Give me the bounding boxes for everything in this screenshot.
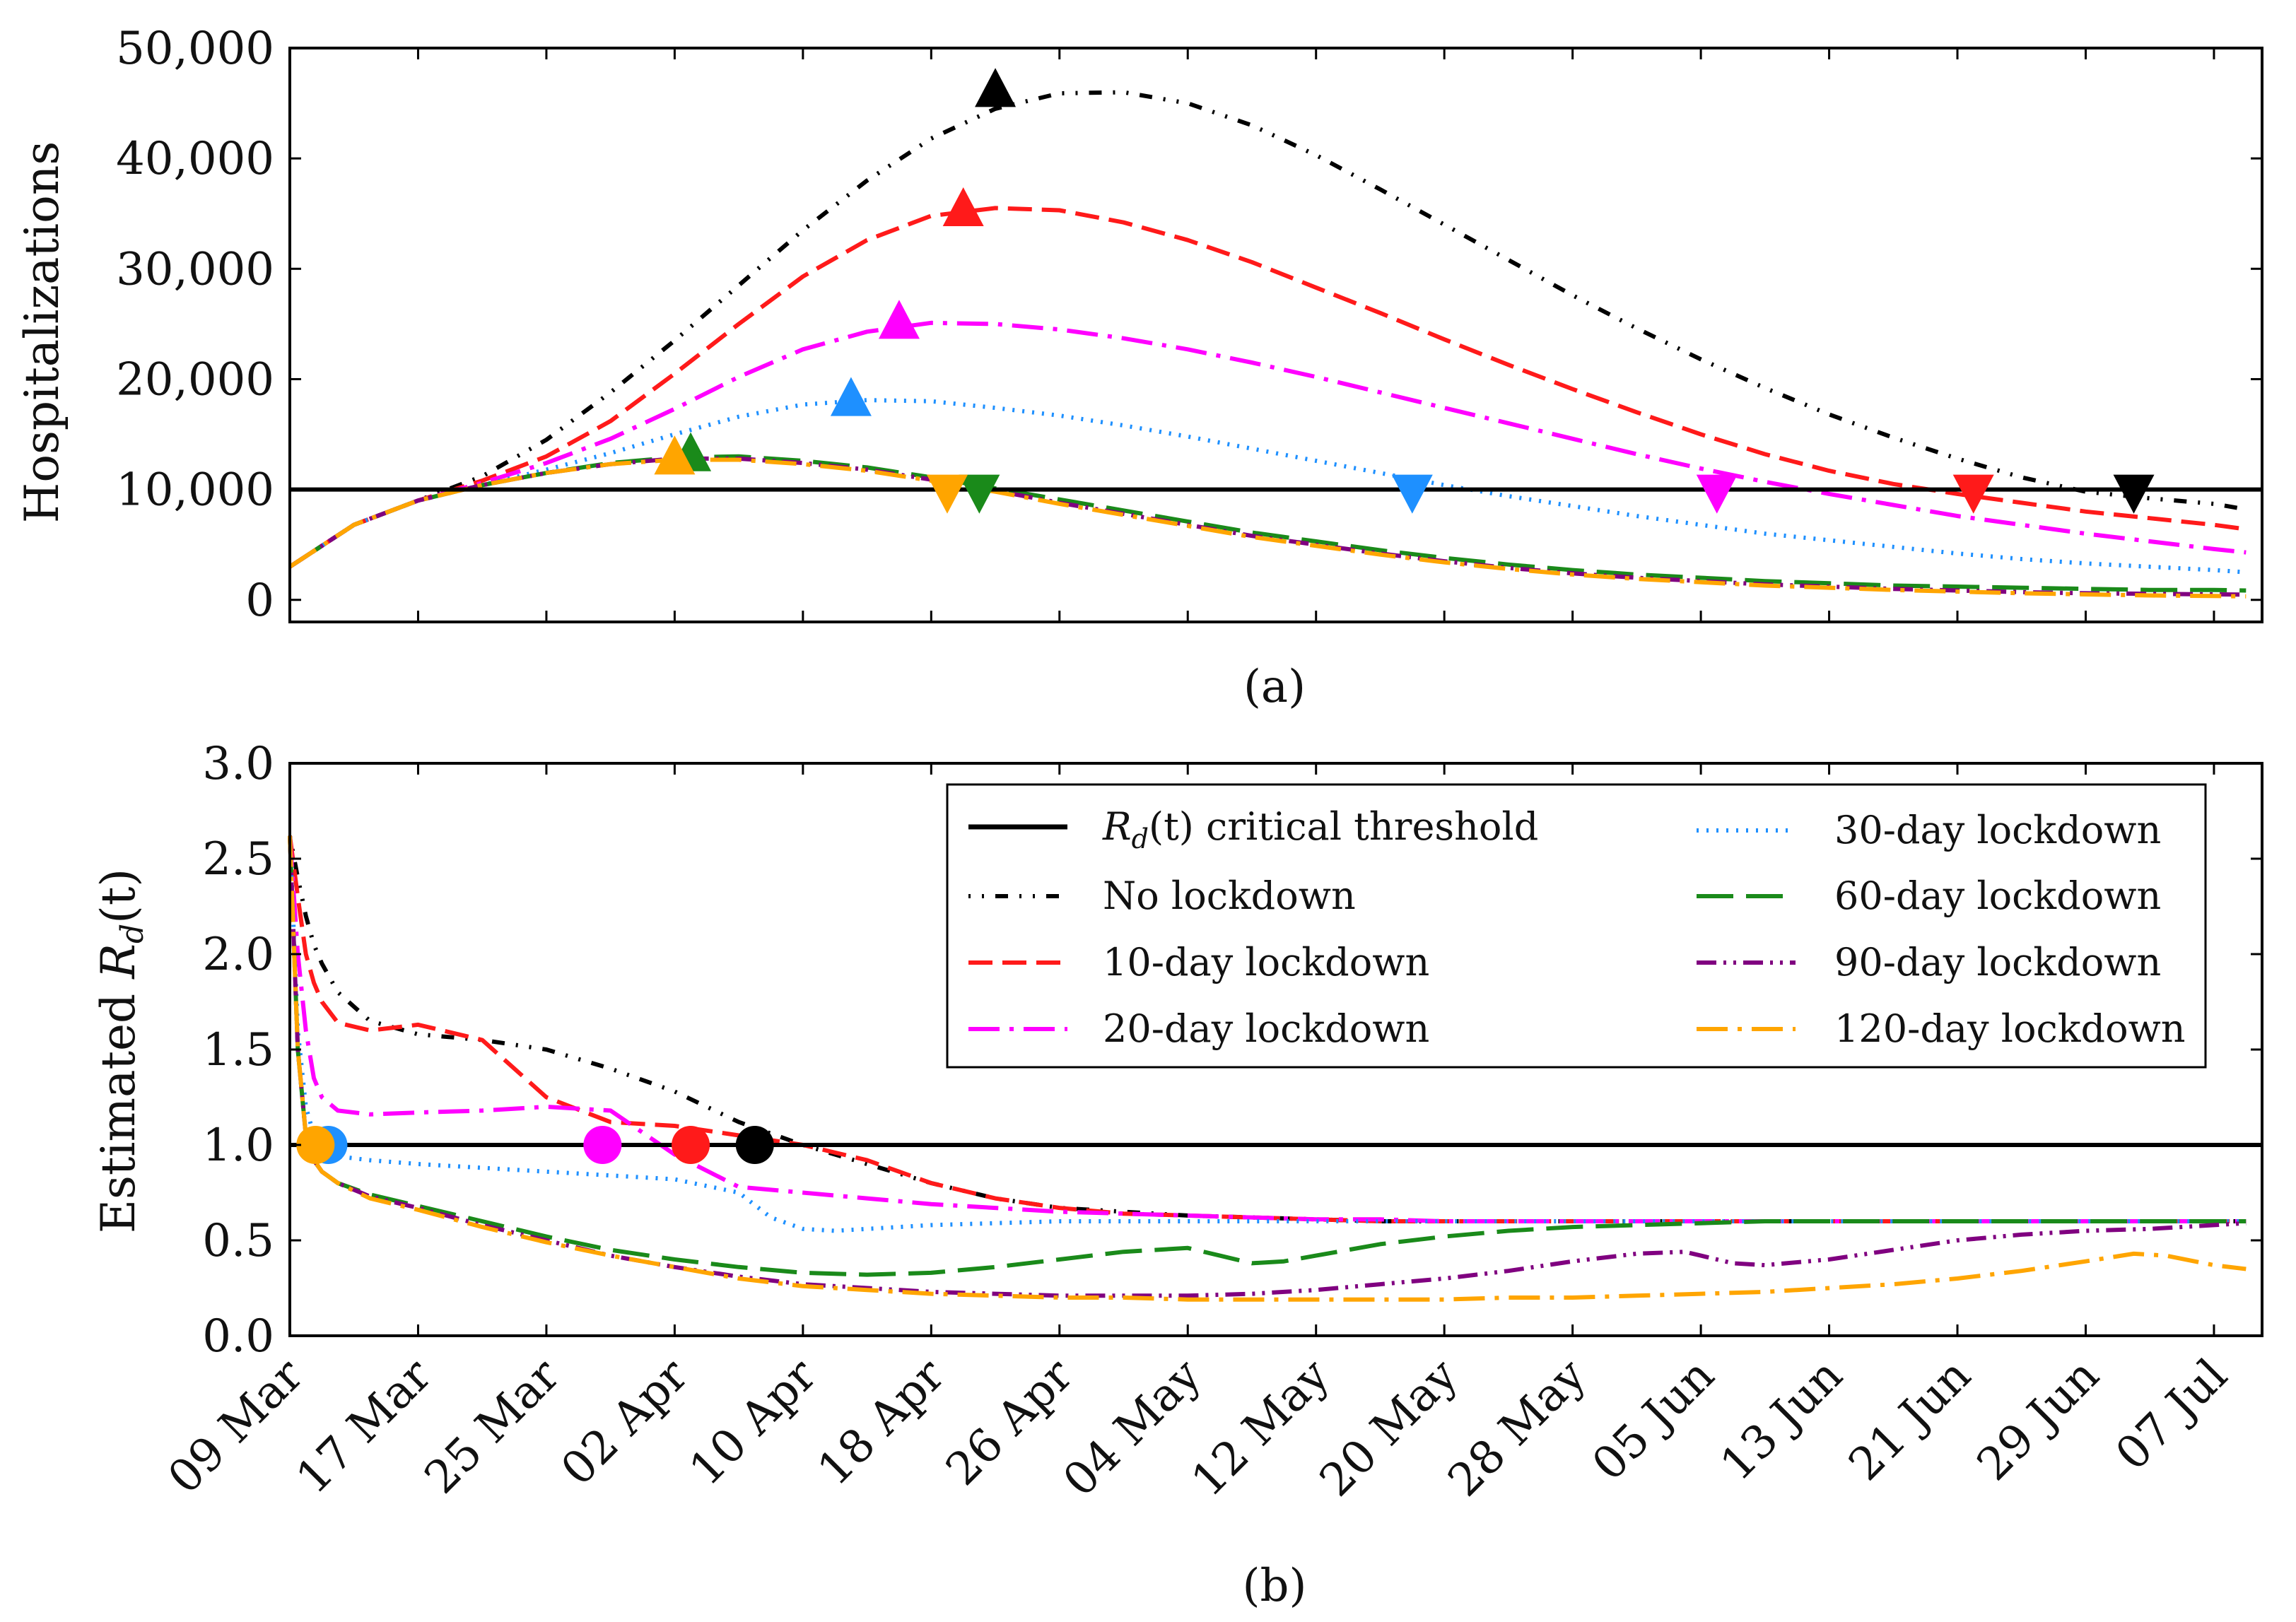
peak-marker-no-lockdown bbox=[975, 68, 1017, 107]
legend-label-no-lockdown: No lockdown bbox=[1103, 874, 1356, 918]
legend-label-60-day-lockdown: 60-day lockdown bbox=[1834, 874, 2161, 918]
panel-a-hospitalizations: 0 10,000 20,000 30,000 40,000 50,000 Hospital… bbox=[15, 23, 2263, 713]
threshold-drop-marker-20-day-lockdown bbox=[1696, 474, 1738, 514]
panel-b-series-group bbox=[288, 835, 2247, 1302]
x-tick-label: 13 Jun bbox=[1711, 1349, 1853, 1491]
threshold-crossing-marker-20-day-lockdown bbox=[583, 1126, 622, 1164]
legend-entries: No lockdown 10-day lockdown 20-day lockdow… bbox=[968, 808, 2186, 1051]
panel-b-y-tick-label: 3.0 bbox=[202, 738, 274, 790]
panel-a-line-60-day-lockdown bbox=[288, 454, 2247, 593]
panel-a-y-axis-title: Hospitalizations bbox=[15, 141, 69, 523]
panel-b-markers-group bbox=[296, 1126, 774, 1164]
legend-label-20-day-lockdown: 20-day lockdown bbox=[1103, 1006, 1429, 1051]
panel-b-y-tick-label: 0.0 bbox=[202, 1310, 274, 1363]
panel-a-label: (a) bbox=[1243, 661, 1306, 713]
threshold-drop-marker-30-day-lockdown bbox=[1391, 474, 1433, 514]
x-tick-label: 12 May bbox=[1182, 1349, 1340, 1507]
threshold-drop-marker-no-lockdown bbox=[2113, 474, 2155, 514]
x-tick-label: 05 Jun bbox=[1583, 1349, 1725, 1491]
legend-threshold-suffix: (t) critical threshold bbox=[1149, 804, 1538, 849]
panel-a-y-tick-label: 10,000 bbox=[116, 464, 274, 517]
x-tick-label: 20 May bbox=[1310, 1349, 1468, 1507]
x-tick-label: 10 Apr bbox=[680, 1349, 827, 1496]
panel-a-line-20-day-lockdown bbox=[288, 320, 2247, 569]
ylabel-sub: d bbox=[115, 924, 151, 944]
panel-a-markers-group bbox=[654, 68, 2155, 514]
panel-b-y-tick-label: 1.0 bbox=[202, 1119, 274, 1172]
x-tick-label: 29 Jun bbox=[1967, 1349, 2109, 1491]
panel-a-y-tick-label: 20,000 bbox=[116, 353, 274, 406]
threshold-crossing-marker-no-lockdown bbox=[735, 1126, 774, 1164]
legend: No lockdown 10-day lockdown 20-day lockdow… bbox=[946, 783, 2207, 1069]
panel-b-y-tick-label: 2.5 bbox=[202, 833, 274, 886]
legend-threshold-symbol: R bbox=[1102, 804, 1132, 849]
x-tick-label: 17 Mar bbox=[287, 1349, 443, 1505]
peak-marker-30-day-lockdown bbox=[830, 377, 872, 416]
panel-b-y-tick-label: 1.5 bbox=[202, 1024, 274, 1076]
legend-threshold-sub: d bbox=[1132, 823, 1149, 854]
panel-b-y-tick-label: 0.5 bbox=[202, 1215, 274, 1267]
panel-a-y-tick-label: 30,000 bbox=[116, 243, 274, 295]
panel-a-axes: 0 10,000 20,000 30,000 40,000 50,000 bbox=[116, 23, 2263, 627]
panel-a-y-tick-label: 0 bbox=[245, 575, 274, 627]
panel-b-label: (b) bbox=[1243, 1560, 1307, 1612]
panel-a-plot-frame bbox=[288, 47, 2263, 623]
panel-b-line-120-day-lockdown bbox=[288, 835, 2247, 1302]
peak-marker-20-day-lockdown bbox=[878, 300, 920, 339]
legend-label-120-day-lockdown: 120-day lockdown bbox=[1834, 1006, 2186, 1051]
ylabel-prefix: Estimated bbox=[91, 979, 146, 1233]
legend-label-90-day-lockdown: 90-day lockdown bbox=[1834, 940, 2161, 985]
threshold-crossing-marker-120-day-lockdown bbox=[296, 1126, 335, 1164]
panel-a-y-tick-label: 50,000 bbox=[116, 23, 274, 75]
threshold-drop-marker-120-day-lockdown bbox=[927, 474, 968, 514]
threshold-drop-marker-10-day-lockdown bbox=[1952, 474, 1994, 514]
ylabel-suffix: (t) bbox=[91, 869, 146, 924]
x-tick-label: 21 Jun bbox=[1839, 1349, 1981, 1491]
panel-b-y-axis-title: Estimated Rd(t) bbox=[91, 869, 151, 1233]
x-tick-label: 09 Mar bbox=[158, 1349, 314, 1505]
x-tick-label: 25 Mar bbox=[415, 1349, 570, 1505]
panel-a-line-120-day-lockdown bbox=[288, 457, 2247, 599]
panel-b-y-tick-label: 2.0 bbox=[202, 929, 274, 981]
x-tick-label: 28 May bbox=[1439, 1349, 1596, 1507]
panel-a-y-tick-label: 40,000 bbox=[116, 133, 274, 185]
panel-a-line-30-day-lockdown bbox=[288, 398, 2247, 575]
threshold-drop-marker-60-day-lockdown bbox=[959, 474, 1000, 514]
peak-marker-120-day-lockdown bbox=[654, 435, 696, 475]
panel-a-line-10-day-lockdown bbox=[288, 206, 2247, 569]
panel-a-line-90-day-lockdown bbox=[288, 456, 2247, 597]
x-tick-label: 02 Apr bbox=[551, 1349, 698, 1496]
legend-label-threshold: Rd(t) critical threshold bbox=[1102, 804, 1538, 854]
panel-a-series-group bbox=[288, 90, 2247, 599]
x-tick-label: 07 Jul bbox=[2106, 1349, 2237, 1481]
peak-marker-10-day-lockdown bbox=[942, 187, 984, 227]
legend-frame bbox=[946, 783, 2207, 1069]
legend-entry-threshold: Rd(t) critical threshold bbox=[968, 804, 1538, 854]
panel-a-line-no-lockdown bbox=[288, 90, 2247, 569]
ylabel-symbol: R bbox=[91, 944, 146, 980]
legend-label-10-day-lockdown: 10-day lockdown bbox=[1103, 940, 1429, 985]
threshold-crossing-marker-10-day-lockdown bbox=[672, 1126, 710, 1164]
legend-label-30-day-lockdown: 30-day lockdown bbox=[1834, 808, 2161, 852]
x-tick-label: 04 May bbox=[1053, 1349, 1211, 1507]
x-tick-label: 18 Apr bbox=[808, 1349, 955, 1496]
panel-b-line-10-day-lockdown bbox=[288, 835, 2247, 1223]
